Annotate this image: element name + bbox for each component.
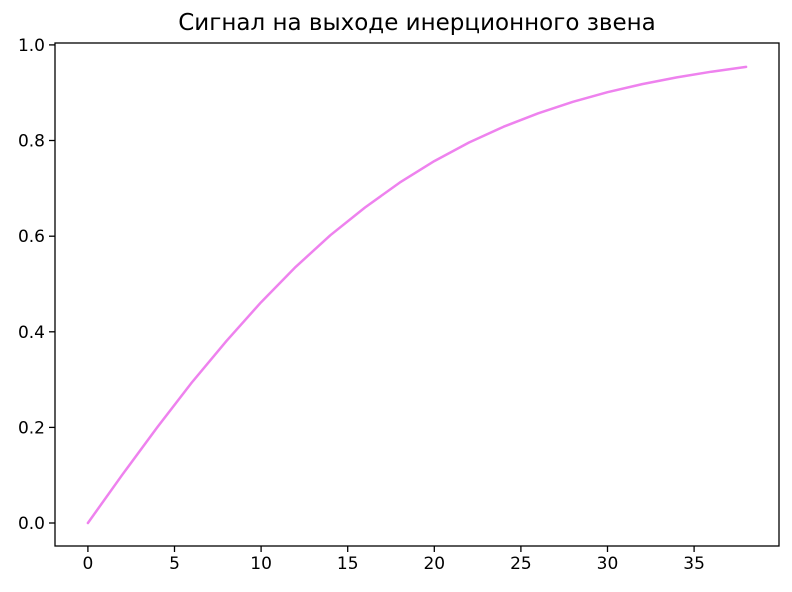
x-tick-label: 0 — [82, 554, 93, 574]
x-tick-label: 25 — [510, 554, 532, 574]
x-tick-label: 35 — [683, 554, 705, 574]
y-tick-label: 0.8 — [18, 131, 45, 151]
y-tick-label: 0.2 — [18, 418, 45, 438]
x-tick-label: 10 — [250, 554, 272, 574]
x-tick-label: 20 — [423, 554, 445, 574]
y-tick-label: 0.4 — [18, 323, 45, 343]
y-tick-label: 1.0 — [18, 36, 45, 56]
axes-frame — [54, 42, 780, 547]
y-axis-ticks: 0.0 0.2 0.4 0.6 0.8 1.0 — [18, 36, 55, 534]
plot-area — [55, 43, 779, 546]
x-axis-ticks: 0 5 10 15 20 25 30 35 — [82, 546, 705, 574]
y-tick-label: 0.0 — [18, 514, 45, 534]
y-tick-label: 0.6 — [18, 227, 45, 247]
x-tick-label: 15 — [337, 554, 359, 574]
signal-line — [86, 65, 748, 525]
chart-title: Сигнал на выходе инерционного звена — [178, 10, 656, 36]
x-tick-label: 5 — [169, 554, 180, 574]
x-tick-label: 30 — [597, 554, 619, 574]
